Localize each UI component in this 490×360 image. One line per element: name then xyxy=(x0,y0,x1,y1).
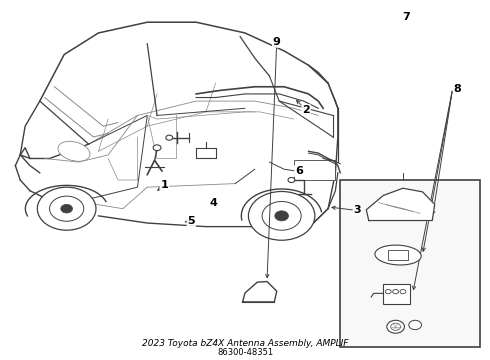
Bar xyxy=(388,250,408,260)
Circle shape xyxy=(288,177,295,183)
Text: 8: 8 xyxy=(454,84,462,94)
Text: 6: 6 xyxy=(295,166,303,176)
Circle shape xyxy=(387,320,404,333)
Circle shape xyxy=(391,323,400,330)
Bar xyxy=(294,160,335,180)
Circle shape xyxy=(392,289,398,294)
Ellipse shape xyxy=(58,141,90,161)
Ellipse shape xyxy=(375,245,421,265)
Bar xyxy=(383,284,410,304)
Circle shape xyxy=(166,135,172,140)
Polygon shape xyxy=(243,282,277,302)
Polygon shape xyxy=(367,188,435,221)
Circle shape xyxy=(37,187,96,230)
Circle shape xyxy=(153,145,161,150)
Text: 4: 4 xyxy=(209,198,217,208)
Text: 86300-48351: 86300-48351 xyxy=(217,348,273,357)
Circle shape xyxy=(49,196,84,221)
Text: 9: 9 xyxy=(273,37,281,47)
Circle shape xyxy=(248,192,315,240)
Text: 5: 5 xyxy=(188,216,195,226)
Circle shape xyxy=(275,211,289,221)
Circle shape xyxy=(262,202,301,230)
Bar xyxy=(340,180,480,347)
Text: 2: 2 xyxy=(302,105,310,115)
Circle shape xyxy=(385,289,391,294)
Circle shape xyxy=(400,289,406,294)
Text: 2023 Toyota bZ4X Antenna Assembly, AMPLIF: 2023 Toyota bZ4X Antenna Assembly, AMPLI… xyxy=(142,339,348,348)
Text: 7: 7 xyxy=(402,12,410,22)
Circle shape xyxy=(61,204,73,213)
Circle shape xyxy=(409,320,421,330)
Text: 3: 3 xyxy=(354,206,361,216)
Text: 1: 1 xyxy=(161,180,168,190)
